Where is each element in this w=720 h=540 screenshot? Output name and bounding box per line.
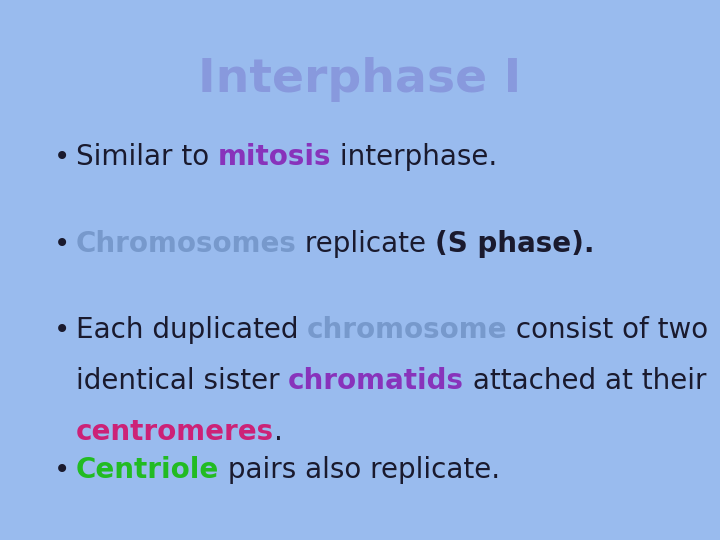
Text: chromosome: chromosome	[307, 316, 508, 344]
Text: pairs also replicate.: pairs also replicate.	[219, 456, 500, 484]
Text: (S phase).: (S phase).	[436, 230, 595, 258]
Text: .: .	[274, 418, 283, 447]
Text: mitosis: mitosis	[217, 143, 331, 171]
Text: consist of two: consist of two	[508, 316, 708, 344]
Text: interphase.: interphase.	[331, 143, 498, 171]
Text: Each duplicated: Each duplicated	[76, 316, 307, 344]
Text: chromatids: chromatids	[288, 367, 464, 395]
Text: Interphase I: Interphase I	[199, 57, 521, 102]
Text: Centriole: Centriole	[76, 456, 219, 484]
Text: attached at their: attached at their	[464, 367, 706, 395]
Text: Similar to: Similar to	[76, 143, 217, 171]
Text: Chromosomes: Chromosomes	[76, 230, 297, 258]
Text: •: •	[54, 143, 71, 171]
Text: •: •	[54, 230, 71, 258]
Text: centromeres: centromeres	[76, 418, 274, 447]
Text: •: •	[54, 316, 71, 344]
Text: identical sister: identical sister	[76, 367, 288, 395]
Text: •: •	[54, 456, 71, 484]
Text: replicate: replicate	[297, 230, 436, 258]
